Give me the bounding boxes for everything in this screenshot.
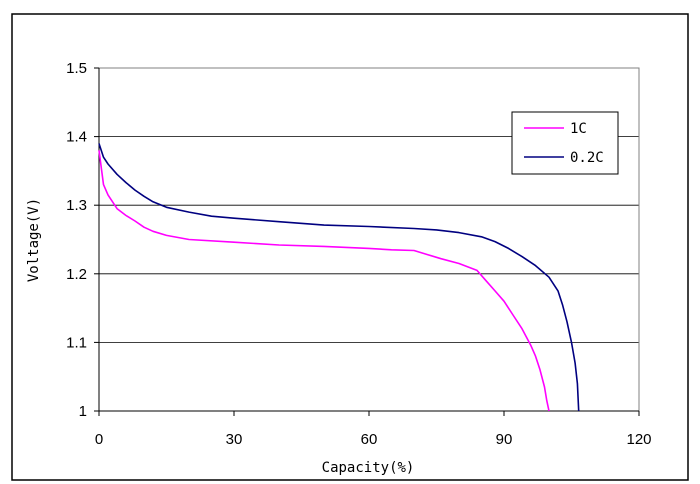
x-axis-label: Capacity(%) (322, 460, 415, 476)
legend-label-1c: 1C (570, 121, 587, 137)
legend-box (511, 111, 619, 175)
y-tick-label-0: 1 (79, 403, 87, 420)
y-tick-label-2: 1.2 (66, 266, 87, 283)
y-axis-label: Voltage(V) (26, 198, 42, 282)
y-tick-label-3: 1.3 (66, 197, 87, 214)
x-tick-label-1: 30 (226, 431, 243, 448)
legend: 1C 0.2C (511, 111, 619, 175)
y-tick-label-5: 1.5 (66, 60, 87, 77)
x-tick-label-2: 60 (361, 431, 378, 448)
series-line-0-2c (98, 143, 580, 412)
legend-label-0-2c: 0.2C (570, 150, 604, 166)
x-tick-label-0: 0 (95, 431, 103, 448)
x-tick-label-3: 90 (496, 431, 513, 448)
chart-area-border (11, 13, 689, 481)
y-tick-label-1: 1.1 (66, 334, 87, 351)
y-tick-label-4: 1.4 (66, 129, 87, 146)
x-tick-label-4: 120 (626, 431, 651, 448)
series-line-1c (98, 150, 550, 412)
